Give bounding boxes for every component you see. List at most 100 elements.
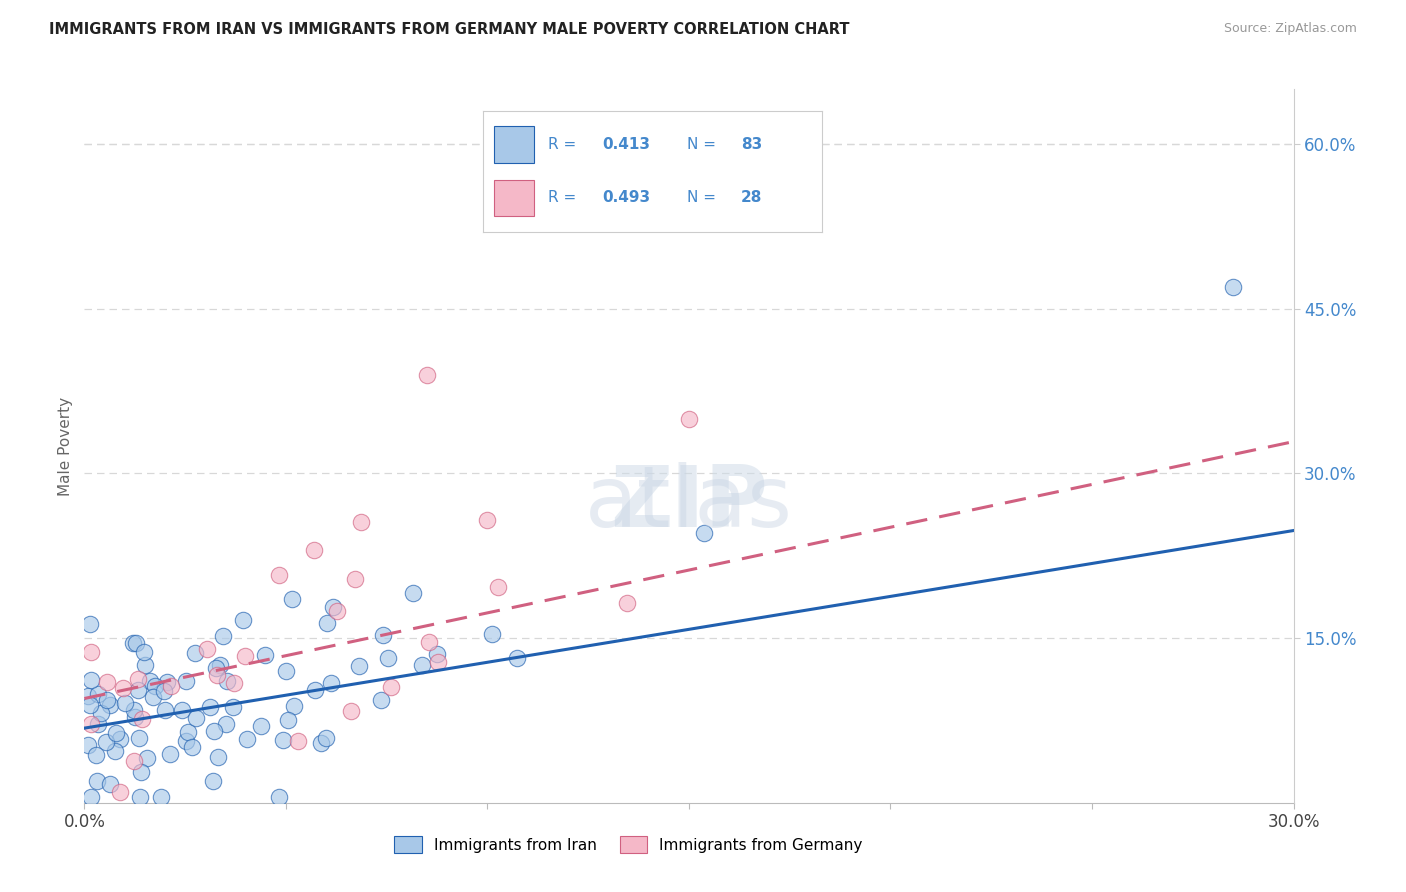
Point xyxy=(79,673,101,687)
Point xyxy=(202,723,225,738)
Point xyxy=(129,790,152,805)
Point xyxy=(128,731,150,745)
Text: Source: ZipAtlas.com: Source: ZipAtlas.com xyxy=(1223,22,1357,36)
Point xyxy=(347,658,370,673)
Point xyxy=(283,698,305,713)
Point xyxy=(152,684,174,698)
Point xyxy=(321,676,343,690)
Point xyxy=(418,634,440,648)
Text: IMMIGRANTS FROM IRAN VS IMMIGRANTS FROM GERMANY MALE POVERTY CORRELATION CHART: IMMIGRANTS FROM IRAN VS IMMIGRANTS FROM … xyxy=(49,22,849,37)
Point xyxy=(90,706,112,720)
Point xyxy=(304,542,326,557)
Y-axis label: Male Poverty: Male Poverty xyxy=(58,396,73,496)
Point xyxy=(616,596,638,610)
Point xyxy=(277,713,299,727)
Point xyxy=(98,777,121,791)
Point xyxy=(143,679,166,693)
Point xyxy=(134,658,156,673)
Point xyxy=(104,744,127,758)
Point xyxy=(80,716,103,731)
Point xyxy=(84,747,107,762)
Point xyxy=(370,693,392,707)
Point xyxy=(281,591,304,606)
Point xyxy=(236,731,259,746)
Point xyxy=(426,655,449,669)
Point xyxy=(127,673,149,687)
Point xyxy=(122,703,145,717)
Point xyxy=(110,732,132,747)
Point xyxy=(232,613,254,627)
Point xyxy=(253,648,276,662)
Point xyxy=(1222,280,1244,294)
Point xyxy=(129,765,152,780)
Text: ZIP: ZIP xyxy=(610,461,768,545)
Point xyxy=(477,513,499,527)
Point xyxy=(269,790,291,805)
Point xyxy=(350,515,373,529)
Point xyxy=(481,627,503,641)
Point xyxy=(380,680,402,694)
Point xyxy=(416,368,439,382)
Point xyxy=(77,690,100,704)
Point xyxy=(250,719,273,733)
Point xyxy=(122,755,145,769)
Point xyxy=(267,567,290,582)
Point xyxy=(779,214,801,228)
Text: atlas: atlas xyxy=(585,461,793,545)
Point xyxy=(200,699,222,714)
Point xyxy=(100,698,122,712)
Point xyxy=(127,683,149,698)
Point xyxy=(96,675,118,690)
Point xyxy=(134,644,156,658)
Point xyxy=(149,790,172,805)
Point xyxy=(112,681,135,695)
Point xyxy=(322,599,344,614)
Point xyxy=(217,674,239,689)
Point xyxy=(373,628,395,642)
Point xyxy=(80,790,103,805)
Point xyxy=(315,731,337,746)
Point xyxy=(114,696,136,710)
Point xyxy=(139,673,162,688)
Point xyxy=(195,642,218,657)
Point xyxy=(87,717,110,731)
Point xyxy=(86,774,108,789)
Point xyxy=(205,667,228,681)
Point xyxy=(201,773,224,788)
Point xyxy=(377,650,399,665)
Point xyxy=(125,636,148,650)
Point xyxy=(183,646,205,660)
Point xyxy=(212,629,235,643)
Point xyxy=(94,735,117,749)
Point xyxy=(411,658,433,673)
Point xyxy=(174,674,197,689)
Point xyxy=(316,616,339,631)
Point xyxy=(215,716,238,731)
Point xyxy=(678,411,700,425)
Point xyxy=(309,736,332,750)
Point xyxy=(344,572,367,586)
Point xyxy=(96,693,118,707)
Point xyxy=(325,604,347,618)
Point xyxy=(177,725,200,739)
Point xyxy=(108,785,131,799)
Point xyxy=(340,704,363,718)
Point xyxy=(131,712,153,726)
Point xyxy=(170,703,193,717)
Point xyxy=(181,739,204,754)
Point xyxy=(221,700,243,714)
Point xyxy=(174,733,197,747)
Point xyxy=(104,726,127,740)
Point xyxy=(80,644,103,658)
Point xyxy=(486,580,509,594)
Point xyxy=(426,647,449,661)
Point xyxy=(77,738,100,752)
Point xyxy=(79,616,101,631)
Point xyxy=(207,750,229,764)
Point xyxy=(204,661,226,675)
Point xyxy=(274,664,297,678)
Point xyxy=(142,690,165,704)
Point xyxy=(208,657,231,672)
Point xyxy=(156,675,179,690)
Point xyxy=(506,651,529,665)
